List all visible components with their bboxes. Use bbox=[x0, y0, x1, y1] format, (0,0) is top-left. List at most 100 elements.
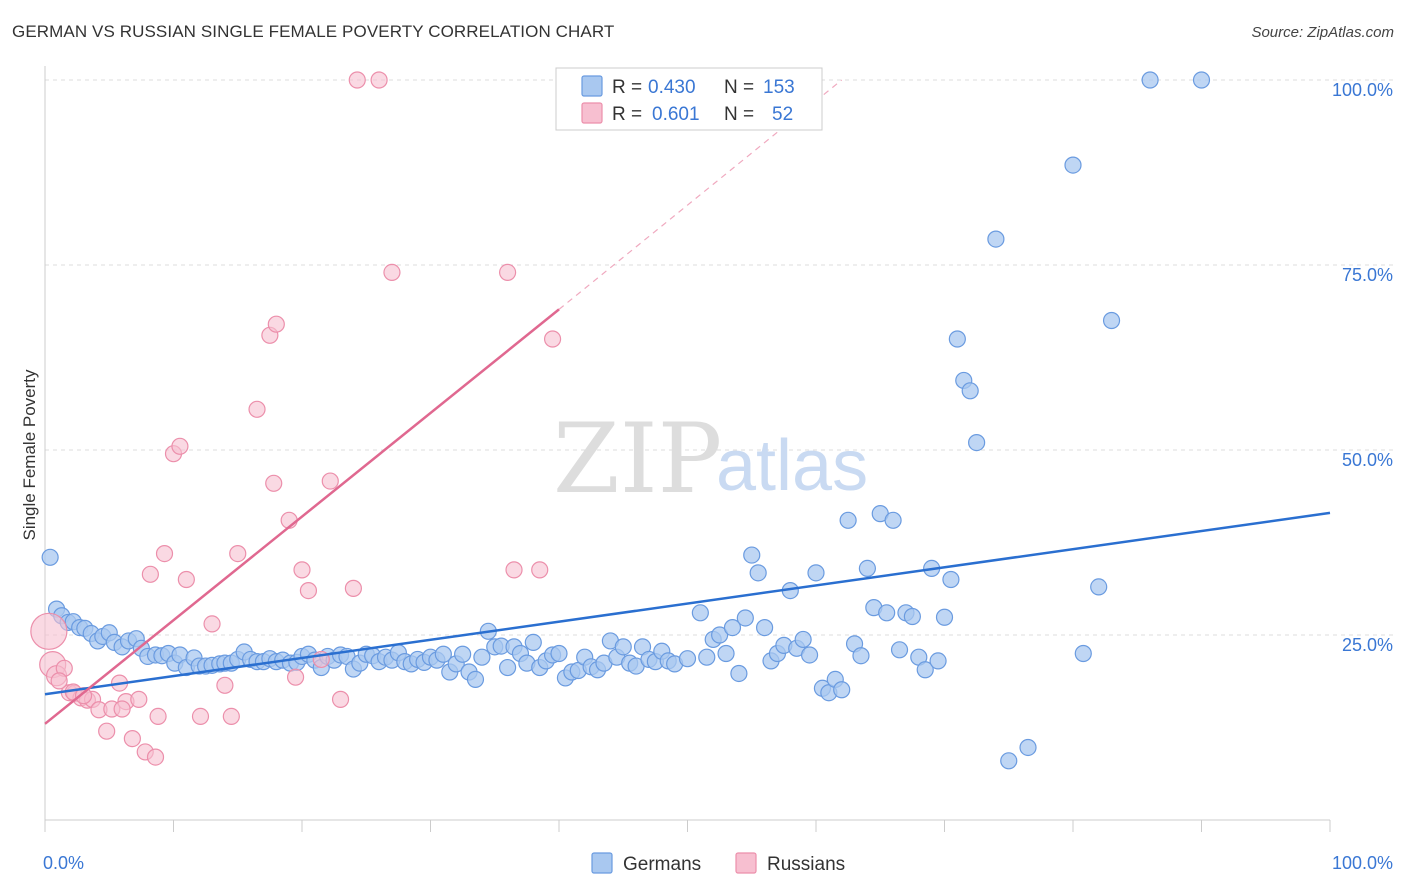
trendline-germans bbox=[44, 511, 1331, 696]
point-germans bbox=[730, 664, 748, 683]
point-germans bbox=[968, 434, 986, 452]
legend-n-label-germans: N = bbox=[724, 77, 754, 98]
point-russians bbox=[348, 71, 366, 89]
trendline-russians bbox=[44, 308, 560, 725]
point-germans bbox=[929, 652, 947, 670]
bottom-legend-swatch-russians bbox=[735, 852, 757, 874]
point-germans bbox=[743, 546, 761, 564]
point-russians bbox=[216, 676, 234, 694]
legend-n-value-germans: 153 bbox=[763, 77, 795, 98]
point-germans bbox=[454, 645, 472, 663]
legend-r-label-germans: R = bbox=[612, 77, 642, 98]
point-russians bbox=[370, 71, 388, 89]
point-russians bbox=[146, 748, 165, 766]
point-russians bbox=[505, 561, 523, 579]
point-germans bbox=[858, 559, 877, 578]
point-russians bbox=[98, 722, 116, 740]
point-germans bbox=[473, 648, 491, 666]
point-russians bbox=[222, 707, 240, 726]
point-germans bbox=[711, 626, 729, 644]
legend-n-value-russians: 52 bbox=[772, 104, 793, 125]
x-tick-labels: 0.0% 100.0% bbox=[43, 853, 1393, 873]
point-russians bbox=[321, 472, 339, 490]
point-germans bbox=[614, 638, 632, 656]
point-russians bbox=[130, 690, 148, 708]
point-germans bbox=[41, 548, 59, 566]
point-germans bbox=[499, 658, 517, 677]
bottom-legend-label-russians: Russians bbox=[767, 854, 845, 875]
point-germans bbox=[691, 604, 709, 622]
point-germans bbox=[698, 648, 716, 666]
point-russians bbox=[531, 561, 549, 579]
legend-swatch-russians bbox=[581, 102, 603, 124]
y-tick-label: 25.0% bbox=[1342, 635, 1393, 655]
point-russians bbox=[383, 263, 401, 281]
point-germans bbox=[524, 633, 542, 652]
point-germans bbox=[1074, 644, 1092, 663]
point-russians bbox=[286, 668, 305, 686]
y-tick-labels: 25.0% 50.0% 75.0% 100.0% bbox=[1332, 80, 1393, 655]
point-russians bbox=[50, 672, 68, 690]
legend-r-value-russians: 0.601 bbox=[652, 104, 700, 125]
point-germans bbox=[434, 645, 452, 663]
point-germans bbox=[1019, 738, 1037, 757]
watermark-zip: ZIP bbox=[553, 403, 722, 515]
point-germans bbox=[948, 330, 966, 348]
point-germans bbox=[807, 564, 825, 582]
point-russians bbox=[123, 729, 141, 748]
point-russians bbox=[155, 544, 174, 563]
point-russians bbox=[299, 581, 318, 600]
series-legend: Germans Russians bbox=[591, 852, 845, 875]
point-russians bbox=[177, 570, 195, 589]
point-russians bbox=[149, 707, 167, 726]
point-germans bbox=[717, 644, 735, 663]
point-germans bbox=[878, 604, 896, 622]
point-germans bbox=[794, 630, 812, 649]
point-germans bbox=[1064, 156, 1082, 174]
watermark: ZIP atlas bbox=[553, 403, 868, 515]
point-germans bbox=[755, 618, 774, 637]
axes bbox=[44, 66, 1331, 832]
source-credit: Source: ZipAtlas.com bbox=[1251, 24, 1394, 41]
point-russians bbox=[293, 561, 311, 579]
y-tick-label: 100.0% bbox=[1332, 80, 1393, 100]
point-germans bbox=[1000, 752, 1018, 770]
x-tick-label: 0.0% bbox=[43, 853, 84, 873]
point-russians bbox=[171, 437, 189, 455]
point-germans bbox=[1102, 311, 1121, 330]
point-germans bbox=[852, 647, 870, 665]
point-germans bbox=[903, 607, 921, 626]
point-germans bbox=[1090, 578, 1108, 596]
point-germans bbox=[736, 609, 754, 627]
point-russians bbox=[191, 707, 210, 726]
chart-title: GERMAN VS RUSSIAN SINGLE FEMALE POVERTY … bbox=[12, 22, 615, 41]
point-germans bbox=[749, 564, 767, 582]
point-russians bbox=[265, 474, 283, 492]
bottom-legend-label-germans: Germans bbox=[623, 854, 701, 875]
trendline-russians-extension bbox=[558, 79, 843, 310]
point-germans bbox=[935, 608, 954, 626]
point-russians bbox=[331, 690, 350, 708]
point-russians bbox=[203, 615, 221, 633]
point-germans bbox=[942, 570, 960, 589]
point-germans bbox=[1141, 71, 1159, 89]
point-russians bbox=[344, 579, 362, 597]
legend-r-value-germans: 0.430 bbox=[648, 77, 696, 98]
y-tick-label: 75.0% bbox=[1342, 265, 1393, 285]
x-tick-label: 100.0% bbox=[1332, 853, 1393, 873]
watermark-atlas: atlas bbox=[716, 426, 868, 506]
point-russians bbox=[229, 544, 247, 563]
point-russians bbox=[543, 330, 562, 348]
y-axis-title: Single Female Poverty bbox=[20, 369, 39, 541]
point-germans bbox=[800, 646, 819, 664]
point-russians bbox=[499, 263, 517, 281]
point-germans bbox=[466, 670, 485, 689]
point-germans bbox=[916, 661, 934, 679]
stats-legend: R = 0.430 N = 153 R = 0.601 N = 52 bbox=[555, 67, 823, 131]
point-russians bbox=[141, 565, 159, 583]
grid-lines bbox=[45, 79, 1395, 636]
point-germans bbox=[884, 511, 902, 529]
point-germans bbox=[1192, 71, 1211, 89]
point-russians bbox=[113, 700, 131, 718]
y-tick-label: 50.0% bbox=[1342, 450, 1393, 470]
